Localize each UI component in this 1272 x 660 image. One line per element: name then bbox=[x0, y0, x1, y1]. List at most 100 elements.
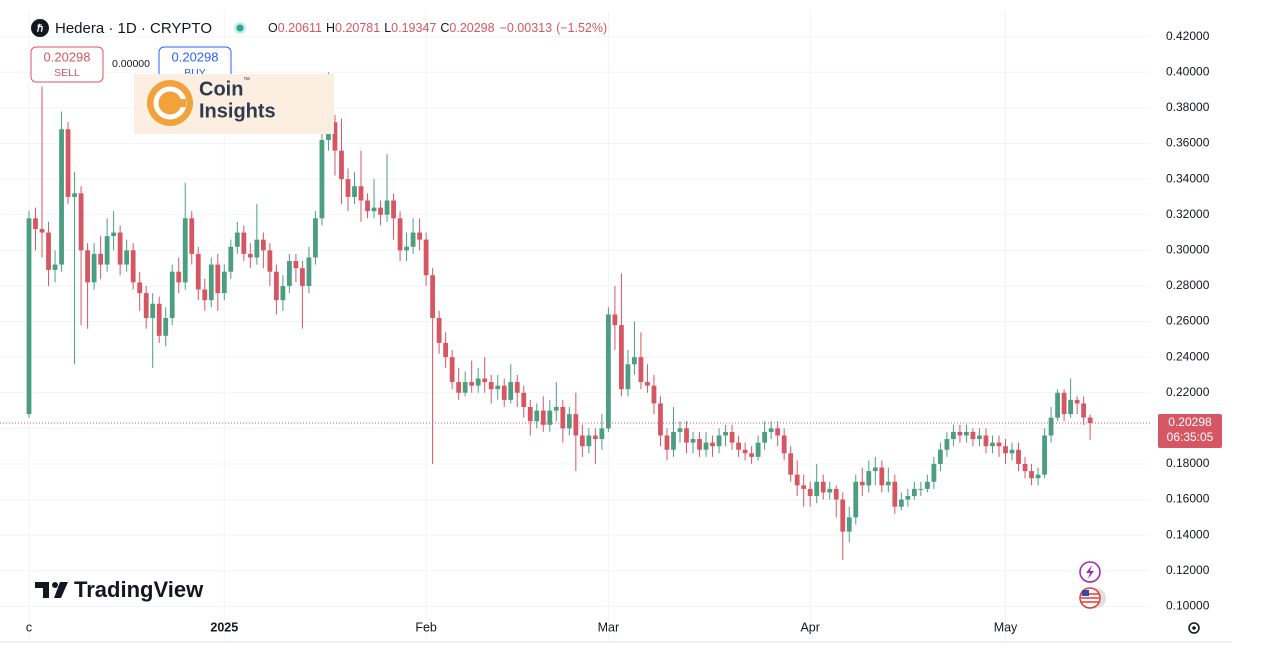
candle-body bbox=[723, 431, 728, 436]
candle-body bbox=[339, 150, 344, 180]
candle-body bbox=[911, 488, 917, 497]
candle-body bbox=[755, 442, 761, 457]
candle-body bbox=[846, 517, 852, 532]
y-tick-label: 0.24000 bbox=[1166, 349, 1210, 363]
candle-body bbox=[423, 239, 429, 276]
candle-body bbox=[632, 357, 637, 365]
candle-body bbox=[378, 207, 383, 215]
candle-body bbox=[241, 232, 247, 254]
sell-box[interactable] bbox=[30, 46, 104, 83]
x-tick-label: 2025 bbox=[210, 620, 238, 634]
candle-body bbox=[280, 285, 286, 301]
candle-body bbox=[371, 207, 377, 212]
y-tick-label: 0.36000 bbox=[1166, 136, 1210, 150]
settings-icon-center[interactable] bbox=[1192, 626, 1196, 630]
symbol-title: Hedera · 1D · CRYPTO bbox=[55, 20, 212, 37]
x-tick-label: Apr bbox=[800, 620, 819, 634]
candle-body bbox=[124, 250, 130, 265]
candle-body bbox=[553, 407, 559, 411]
change-pct: (−1.52%) bbox=[556, 21, 607, 35]
candle-body bbox=[827, 488, 833, 493]
y-tick-label: 0.42000 bbox=[1166, 29, 1210, 43]
ohlc-label: C bbox=[440, 21, 449, 35]
settings-icon[interactable] bbox=[1188, 622, 1200, 634]
sell-label[interactable]: SELL bbox=[54, 67, 80, 79]
candle-body bbox=[690, 439, 696, 443]
candle-body bbox=[990, 442, 995, 447]
candle-body bbox=[820, 481, 826, 493]
candle-body bbox=[833, 488, 839, 500]
candle-body bbox=[430, 275, 436, 318]
candle-body bbox=[605, 314, 611, 429]
candle-body bbox=[625, 364, 631, 390]
candle-body bbox=[944, 439, 950, 450]
y-tick-label: 0.16000 bbox=[1166, 492, 1210, 506]
candle-body bbox=[859, 481, 865, 486]
ohlc-value: 0.20611 bbox=[278, 21, 322, 35]
candle-body bbox=[527, 407, 533, 422]
candle-body bbox=[260, 239, 266, 251]
candle-body bbox=[143, 293, 149, 318]
candle-body bbox=[592, 435, 598, 440]
candle-body bbox=[501, 385, 507, 400]
tradingview-logo: TradingView bbox=[35, 577, 204, 602]
candle-body bbox=[273, 271, 279, 301]
candle-body bbox=[475, 378, 481, 386]
candle-body bbox=[781, 435, 787, 454]
candle-body bbox=[931, 463, 937, 482]
candle-body bbox=[169, 271, 175, 318]
candle-body bbox=[807, 488, 813, 497]
watermark-logo-cut bbox=[170, 99, 186, 107]
candle-body bbox=[46, 232, 51, 270]
y-tick-label: 0.40000 bbox=[1166, 64, 1210, 78]
candle-body bbox=[358, 186, 364, 201]
candle-body bbox=[736, 442, 741, 450]
candle-body bbox=[163, 317, 169, 336]
candle-body bbox=[104, 236, 110, 265]
candle-body bbox=[508, 382, 514, 400]
candle-body bbox=[872, 467, 878, 472]
sell-button[interactable]: 0.20298 SELL bbox=[30, 46, 104, 83]
candle-body bbox=[853, 481, 859, 518]
candle-body bbox=[436, 317, 442, 343]
candle-body bbox=[176, 271, 182, 283]
candle-body bbox=[924, 481, 930, 489]
candle-body bbox=[951, 431, 956, 440]
candle-body bbox=[319, 139, 325, 219]
spread: 0.00000 bbox=[112, 58, 150, 70]
candle-body bbox=[410, 232, 416, 247]
candle-body bbox=[521, 392, 527, 408]
candle-body bbox=[938, 449, 943, 464]
sell-price[interactable]: 0.20298 bbox=[44, 49, 91, 64]
candle-body bbox=[566, 414, 572, 429]
candle-body bbox=[150, 303, 156, 318]
country-icon-canton[interactable] bbox=[1082, 590, 1089, 596]
y-tick-label: 0.34000 bbox=[1166, 171, 1210, 185]
tv-logo-mark bbox=[52, 582, 58, 588]
candle-body bbox=[365, 200, 370, 212]
candle-body bbox=[658, 403, 663, 436]
last-price-box bbox=[1158, 414, 1222, 449]
candle-body bbox=[488, 382, 494, 390]
events-icon-bolt[interactable] bbox=[1086, 565, 1094, 579]
candle-body bbox=[456, 382, 462, 393]
candle-body bbox=[247, 253, 253, 258]
candle-body bbox=[970, 431, 976, 440]
candle-body bbox=[684, 428, 689, 443]
candle-body bbox=[469, 382, 475, 386]
candle-body bbox=[1055, 392, 1060, 418]
candle-body bbox=[540, 410, 546, 425]
candle-body bbox=[404, 246, 409, 251]
candle-body bbox=[964, 431, 969, 436]
candle-body bbox=[788, 453, 794, 475]
change: −0.00313 bbox=[500, 21, 553, 35]
candle-body bbox=[345, 179, 351, 197]
candle-body bbox=[52, 264, 58, 270]
candle-body bbox=[1022, 463, 1028, 472]
candle-body bbox=[65, 129, 71, 197]
candle-body bbox=[1074, 399, 1080, 404]
buy-price[interactable]: 0.20298 bbox=[172, 49, 219, 64]
candle-body bbox=[619, 325, 624, 390]
candle-body bbox=[306, 257, 312, 286]
x-tick-label: Feb bbox=[415, 620, 437, 634]
